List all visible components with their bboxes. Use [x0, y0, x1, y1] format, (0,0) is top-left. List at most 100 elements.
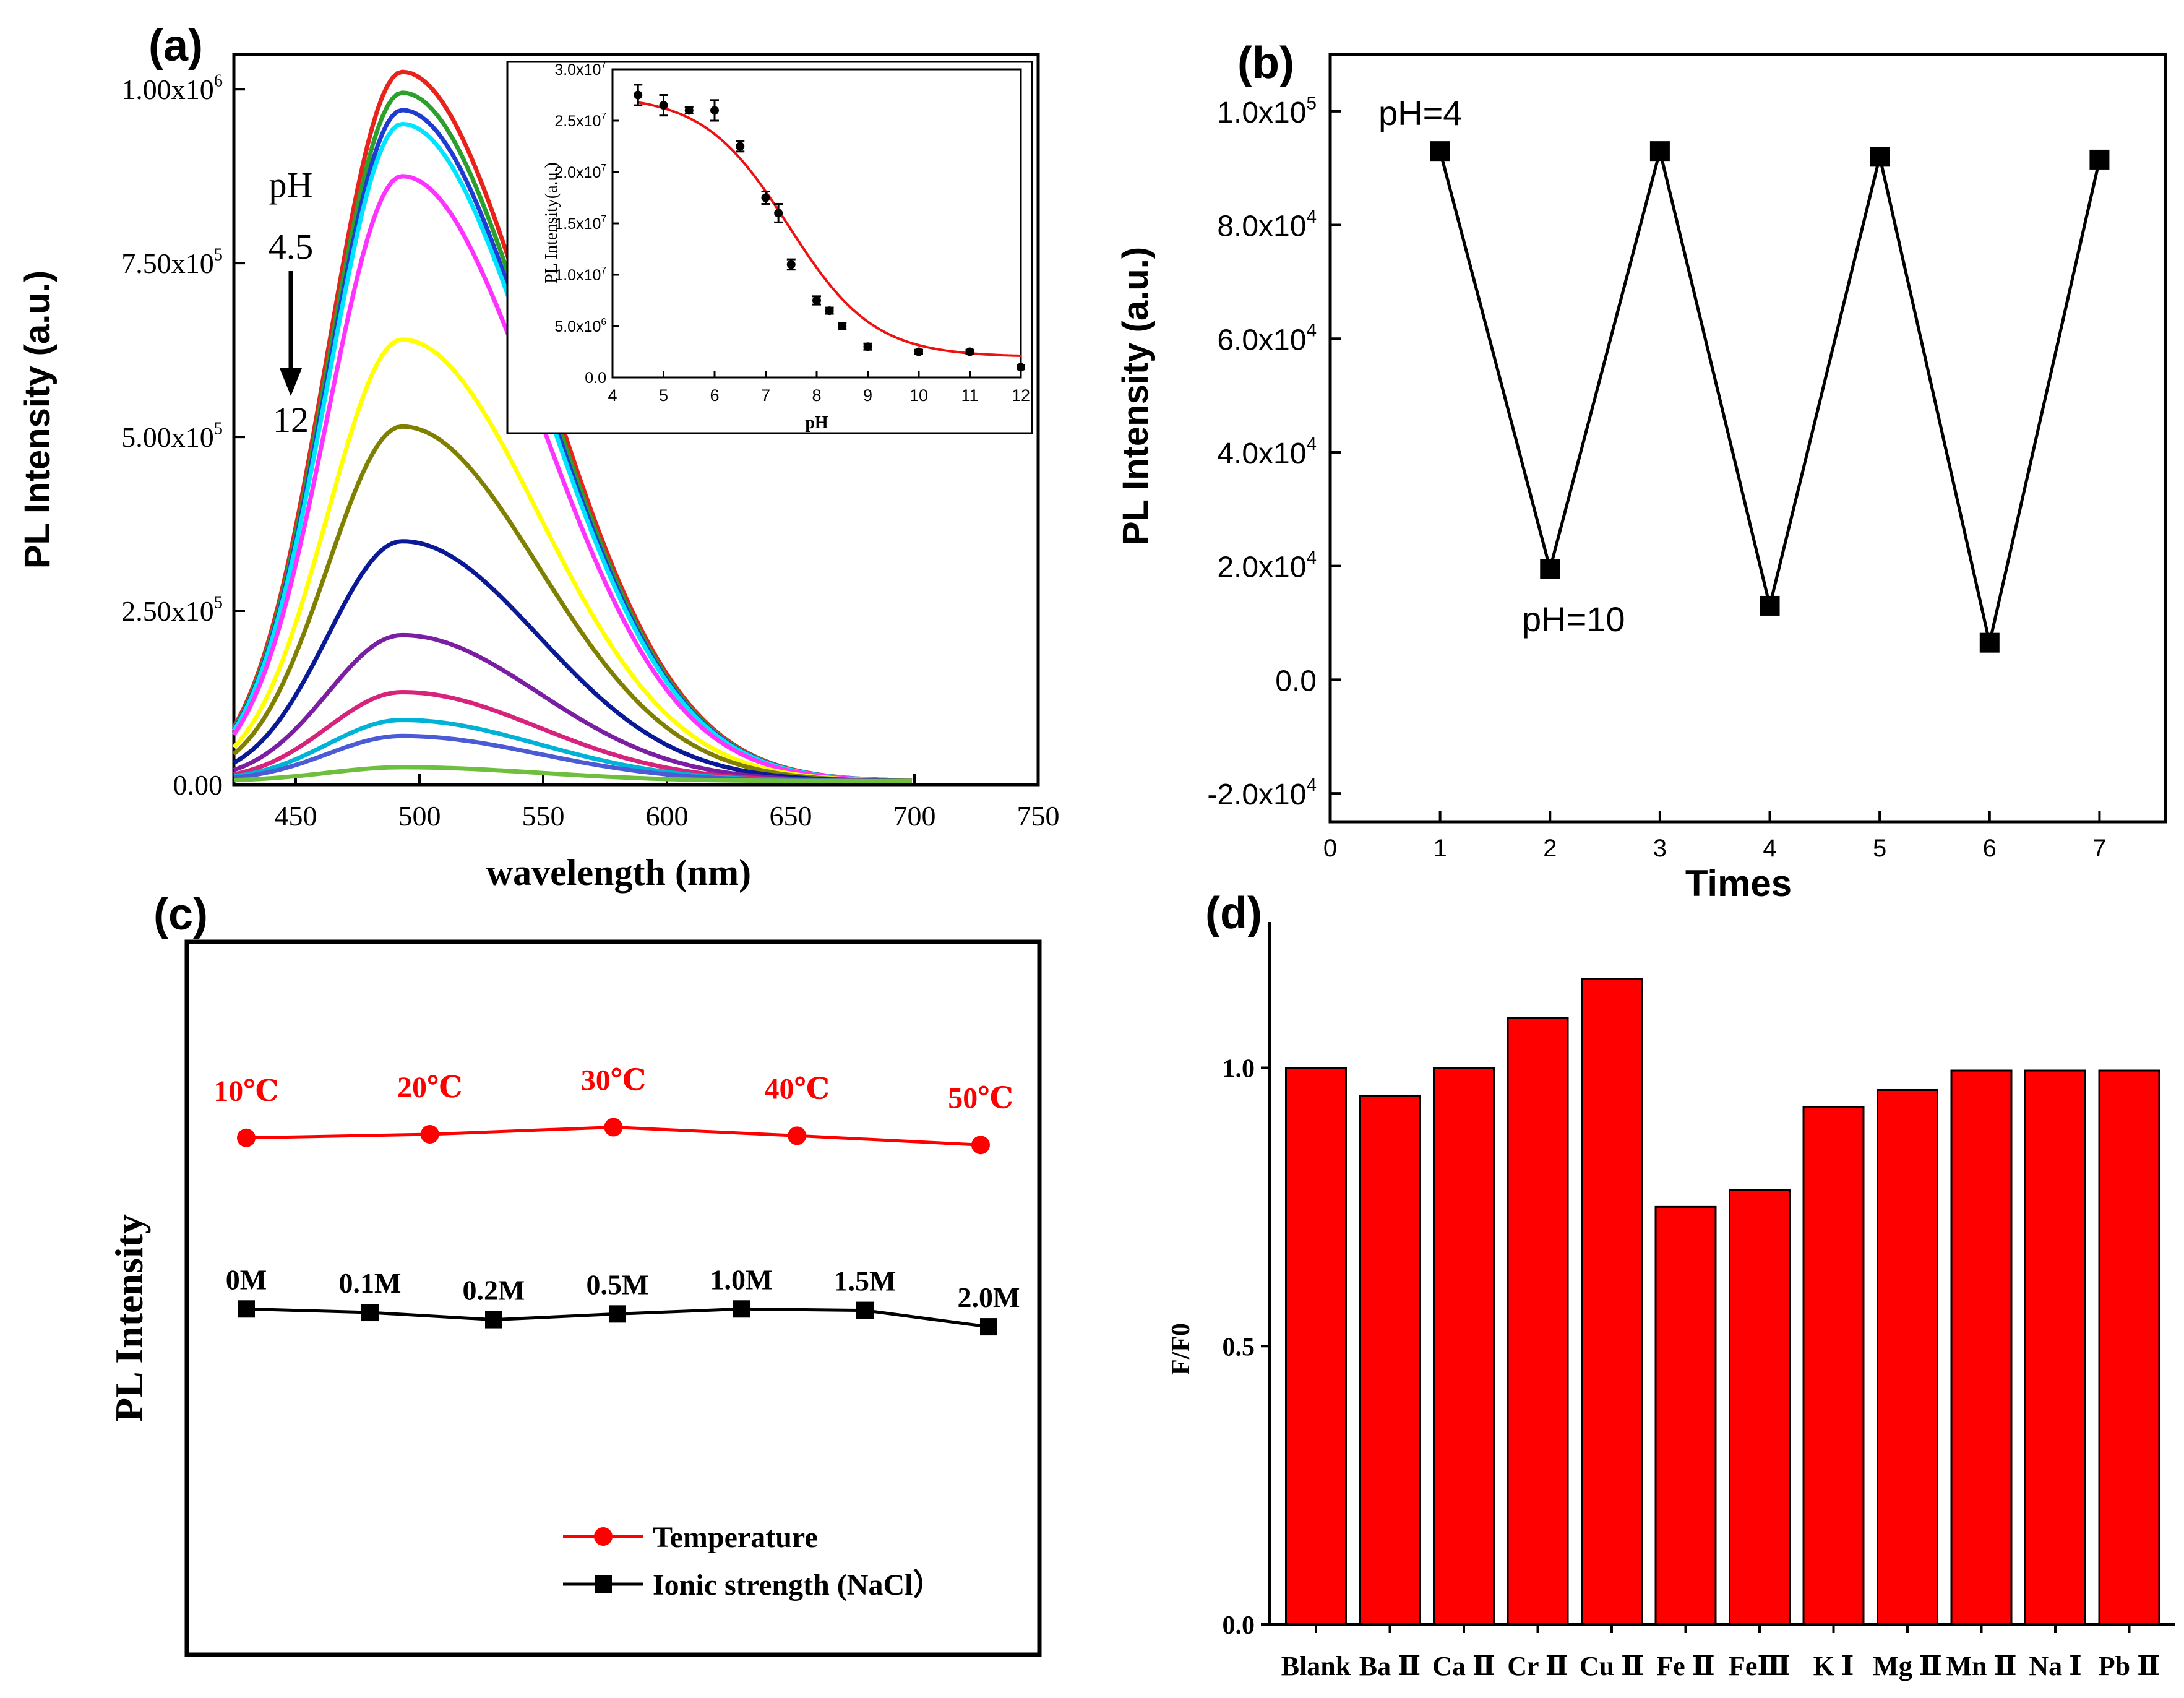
inset-point [914, 347, 923, 356]
category-label-4: Cu Ⅱ [1580, 1651, 1644, 1681]
inset-y-tick-label: 2.5x107 [554, 111, 606, 130]
inset-y-tick-label: 1.0x107 [554, 265, 606, 284]
panel-a-label: (a) [148, 21, 203, 71]
inset-y-tick-label-mantissa: 3.0x10 [554, 61, 601, 79]
inset-y-tick-label-mantissa: 1.0x10 [554, 267, 601, 284]
a-y-tick-label-exponent: 6 [214, 71, 223, 90]
b-point [1870, 147, 1890, 167]
a-x-tick-label: 750 [1017, 800, 1060, 832]
inset-y-tick-label-exponent: 7 [601, 163, 606, 173]
inset-x-tick-label: 9 [863, 386, 872, 405]
inset-x-ticks: 4 5 6 7 8 9 10 11 12 [608, 371, 1030, 405]
b-y-tick-label: 6.0x104 [1217, 321, 1317, 357]
inset-y-tick-label-exponent: 7 [601, 111, 606, 122]
bar-0 [1285, 1067, 1347, 1626]
a-x-tick-label: 450 [275, 800, 317, 832]
inset-y-tick-label-mantissa: 1.5x10 [554, 215, 601, 233]
panel-b-label-bg [1228, 30, 1321, 85]
bar-8 [1877, 1088, 1938, 1626]
inset-y-tick-label-mantissa: 0.0 [585, 369, 606, 387]
b-y-tick-label-mantissa: 1.0x10 [1217, 97, 1306, 129]
inset-point [1017, 363, 1025, 372]
inset-x-tick-label: 5 [659, 386, 668, 405]
a-y-tick-label-mantissa: 5.00x10 [121, 421, 214, 453]
panel-b-y-ticks: -2.0x1040.02.0x1044.0x1046.0x1048.0x1041… [1207, 93, 1341, 811]
panel-c-label: (c) [153, 890, 208, 939]
panel-b-x-ticks: 0 1 2 3 4 5 6 7 [1323, 811, 2107, 862]
temperature-label: 40℃ [764, 1072, 830, 1105]
inset-point [812, 296, 821, 305]
bar-6 [1729, 1189, 1791, 1626]
panel-a-spectra [231, 69, 913, 783]
ionic-label: 2.0M [958, 1282, 1020, 1313]
inset-y-tick-label-exponent: 7 [601, 60, 606, 71]
bar-3 [1507, 1017, 1569, 1626]
temperature-label: 30℃ [581, 1064, 647, 1097]
a-x-tick-label: 550 [522, 800, 565, 832]
inset-y-tick-label-exponent: 7 [601, 265, 606, 276]
b-x-tick-label: 3 [1653, 835, 1667, 862]
inset-y-tick-label-exponent: 7 [601, 214, 606, 225]
b-point [1540, 559, 1560, 579]
inset-x-tick-label: 6 [710, 386, 719, 405]
inset-point [863, 342, 872, 351]
a-y-tick-label: 5.00x105 [121, 419, 223, 453]
inset-point [965, 347, 974, 356]
temperature-point [788, 1126, 807, 1145]
panel-b-points [1430, 141, 2110, 653]
panel-a-frame [232, 53, 1040, 787]
category-label-3: Cr Ⅱ [1507, 1651, 1568, 1681]
b-y-tick-label: -2.0x104 [1207, 775, 1317, 811]
a-x-tick-label: 650 [770, 800, 812, 832]
b-point [1979, 632, 2000, 653]
inset-y-tick-label-mantissa: 2.0x10 [554, 164, 601, 181]
bar-4 [1581, 978, 1643, 1626]
a-y-tick-label-mantissa: 0.00 [173, 769, 223, 801]
panel-d-bars [1285, 978, 2160, 1626]
b-y-tick-label-exponent: 4 [1306, 434, 1317, 454]
panel-a-x-title: wavelength (nm) [486, 852, 751, 893]
b-x-tick-label: 2 [1543, 835, 1557, 862]
b-y-tick-label-exponent: 4 [1306, 775, 1317, 795]
panel-d-x-labels: Blank Ba Ⅱ Ca Ⅱ Cr Ⅱ Cu Ⅱ Fe Ⅱ FeⅢ K Ⅰ Mg Ⅱ Mn Ⅱ N… [1281, 1624, 2160, 1681]
spectrum-line-12 [233, 765, 912, 783]
ionic-label: 0.1M [339, 1267, 402, 1299]
ionic-label: 0.5M [587, 1269, 649, 1300]
b-y-tick-label-mantissa: 0.0 [1275, 665, 1317, 697]
ionic-label: 1.0M [710, 1264, 773, 1295]
inset-fit-curve [637, 101, 1021, 357]
panel-a-y-title: PL Intensity (a.u.) [17, 270, 58, 569]
bar-2 [1433, 1067, 1495, 1626]
panel-b-y-title: PL Intensity (a.u.) [1116, 247, 1156, 545]
inset-x-tick-label: 11 [961, 386, 978, 405]
panel-a-inset: 0.05.0x1061.0x1071.5x1072.0x1072.5x1073.… [506, 60, 1033, 434]
ionic-point [609, 1305, 626, 1323]
inset-frame [506, 61, 1033, 434]
b-y-tick-label-exponent: 4 [1306, 207, 1317, 227]
category-label-2: Ca Ⅱ [1432, 1651, 1495, 1681]
b-y-tick-label-mantissa: 2.0x10 [1217, 551, 1306, 584]
panel-a-ph-start: 4.5 [269, 226, 314, 267]
panel-d-y-title: F/F0 [1167, 1323, 1195, 1375]
inset-point [659, 101, 668, 110]
a-y-tick-label: 0.00 [173, 769, 223, 801]
inset-point [710, 106, 719, 115]
ionic-point [238, 1300, 255, 1318]
panel-c: (c) PL Intensity 10℃ 20℃ 30℃ 40℃ 50℃ 0M 0.1M 0.… [107, 890, 1042, 1657]
panel-b-frame [1328, 53, 2167, 824]
a-x-tick-label: 500 [398, 800, 441, 832]
a-y-tick-label-mantissa: 1.00x10 [121, 74, 214, 105]
inset-points [634, 84, 1025, 372]
inset-y-tick-label: 0.0 [585, 369, 606, 387]
b-y-tick-label: 2.0x104 [1217, 548, 1317, 584]
d-y-tick-label: 0.0 [1223, 1611, 1255, 1640]
temperature-point [237, 1128, 256, 1147]
panel-d-label: (d) [1205, 889, 1262, 938]
b-x-tick-label: 0 [1323, 835, 1337, 862]
a-y-tick-label: 7.50x105 [121, 245, 223, 279]
ionic-label: 0.2M [463, 1275, 525, 1306]
panel-b-annotation-ph10: pH=10 [1522, 600, 1625, 639]
a-x-tick-label: 600 [646, 800, 689, 832]
d-y-tick-label: 0.5 [1223, 1333, 1255, 1361]
